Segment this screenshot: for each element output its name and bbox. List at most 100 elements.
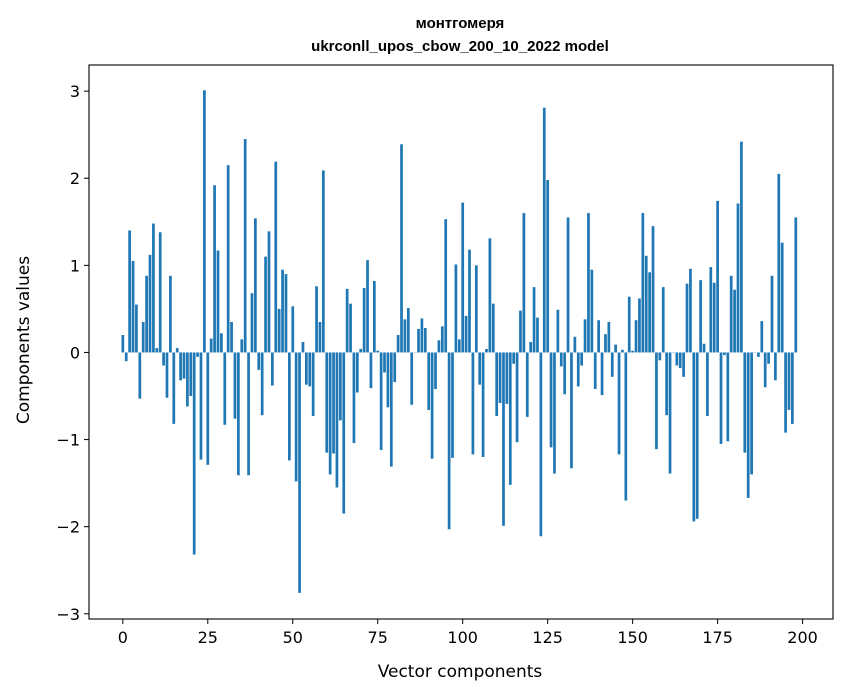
bar-component-80 [393, 352, 396, 382]
bar-component-29 [220, 333, 223, 352]
bar-component-148 [624, 352, 627, 500]
bar-component-123 [540, 352, 543, 536]
bar-component-31 [227, 165, 230, 352]
bar-component-18 [183, 352, 186, 378]
bar-component-75 [376, 351, 379, 353]
bar-component-50 [291, 306, 294, 352]
bar-component-44 [271, 352, 274, 385]
bar-component-114 [509, 352, 512, 484]
bar-component-188 [760, 321, 763, 352]
bar-component-159 [662, 287, 665, 352]
bar-component-60 [325, 352, 328, 452]
bar-component-45 [274, 162, 277, 353]
bar-component-2 [128, 231, 131, 353]
bar-component-54 [305, 352, 308, 384]
bar-component-101 [465, 316, 468, 353]
bar-component-49 [288, 352, 291, 460]
bar-component-145 [614, 345, 617, 353]
bar-component-152 [638, 298, 641, 352]
bar-component-68 [353, 352, 356, 443]
bar-component-17 [179, 352, 182, 380]
bar-component-158 [658, 352, 661, 360]
y-tick-label: −2 [56, 518, 80, 537]
bar-component-135 [580, 352, 583, 365]
x-tick-label: 50 [283, 628, 303, 647]
bar-component-174 [713, 283, 716, 353]
bar-component-116 [516, 352, 519, 442]
bar-component-137 [587, 213, 590, 352]
bar-component-178 [726, 352, 729, 441]
bar-component-138 [590, 270, 593, 353]
bar-component-69 [356, 352, 359, 392]
bar-component-23 [200, 352, 203, 459]
bar-component-196 [788, 352, 791, 409]
bar-component-10 [155, 348, 158, 352]
bar-component-1 [125, 352, 128, 361]
bar-component-71 [363, 288, 366, 352]
bar-component-126 [550, 352, 553, 447]
bar-component-129 [560, 352, 563, 366]
bar-component-12 [162, 352, 165, 365]
bar-component-77 [383, 352, 386, 372]
bar-component-104 [475, 265, 478, 352]
bar-component-15 [172, 352, 175, 423]
bar-component-58 [319, 322, 322, 352]
bar-component-106 [482, 352, 485, 457]
bar-component-53 [302, 342, 305, 352]
bar-component-47 [281, 270, 284, 353]
bar-component-131 [567, 217, 570, 352]
bar-component-46 [278, 309, 281, 353]
bar-component-51 [295, 352, 298, 481]
bar-component-98 [455, 264, 458, 352]
bar-component-133 [574, 337, 577, 353]
bar-component-168 [692, 352, 695, 521]
bar-component-66 [346, 289, 349, 353]
bar-component-65 [342, 352, 345, 513]
x-tick-label: 25 [198, 628, 218, 647]
bar-component-185 [750, 352, 753, 474]
bar-component-195 [784, 352, 787, 432]
bar-component-143 [607, 322, 610, 352]
bar-component-173 [709, 267, 712, 352]
bar-component-64 [339, 352, 342, 420]
bar-component-108 [489, 238, 492, 352]
bar-component-177 [723, 352, 726, 355]
bar-component-62 [332, 352, 335, 453]
bar-component-48 [285, 274, 288, 352]
bar-component-13 [166, 352, 169, 397]
bar-component-20 [189, 352, 192, 396]
bar-component-30 [223, 352, 226, 424]
bar-component-144 [611, 352, 614, 376]
bar-component-183 [743, 352, 746, 452]
bar-component-102 [468, 250, 471, 353]
x-tick-label: 200 [787, 628, 818, 647]
bar-component-125 [546, 180, 549, 352]
bar-component-157 [655, 352, 658, 449]
bar-component-139 [594, 352, 597, 389]
x-tick-label: 75 [368, 628, 388, 647]
bar-component-16 [176, 348, 179, 352]
y-tick-label: 2 [70, 169, 80, 188]
bar-component-165 [682, 352, 685, 376]
bar-component-110 [495, 352, 498, 416]
bar-component-28 [217, 251, 220, 353]
bar-component-32 [230, 322, 233, 352]
bar-component-153 [641, 213, 644, 352]
bar-component-134 [577, 352, 580, 386]
bar-component-25 [206, 352, 209, 464]
bar-component-100 [461, 203, 464, 353]
bar-component-105 [478, 352, 481, 384]
bar-component-192 [774, 352, 777, 380]
bar-component-109 [492, 304, 495, 353]
bar-component-61 [329, 352, 332, 474]
bar-component-180 [733, 290, 736, 353]
bar-component-35 [240, 339, 243, 352]
bar-component-55 [308, 352, 311, 386]
bar-component-99 [458, 339, 461, 352]
bar-component-117 [519, 311, 522, 353]
bar-component-34 [237, 352, 240, 475]
bar-component-7 [145, 276, 148, 353]
bar-component-6 [142, 322, 145, 352]
bar-component-52 [298, 352, 301, 592]
